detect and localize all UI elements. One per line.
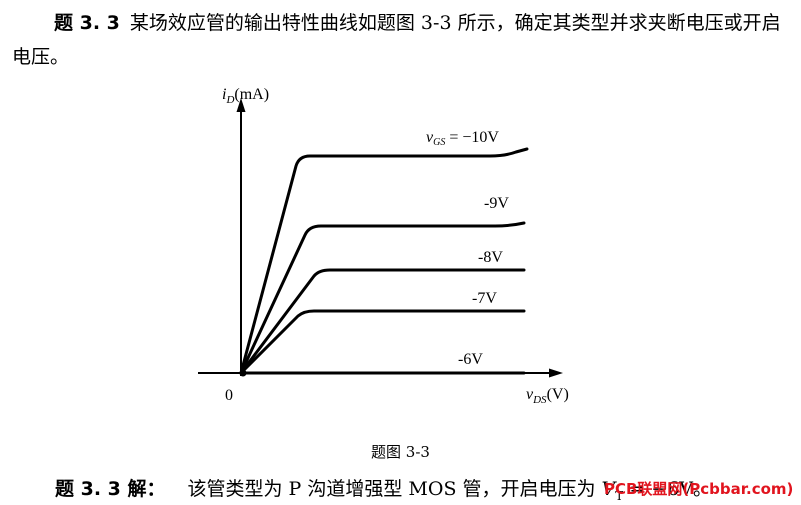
figure-caption: 题图 3-3 [371,443,430,461]
curve-vgs-minus-8 [239,268,526,375]
problem-statement: 题 3. 3 某场效应管的输出特性曲线如题图 3-3 所示，确定其类型并求夹断电压… [12,6,792,74]
x-axis-arrow [549,368,563,378]
problem-text: 某场效应管的输出特性曲线如题图 3-3 所示，确定其类型并求夹断电压或开启电压。 [12,12,781,68]
y-axis-arrow [236,98,246,112]
label-vgs-minus-9: -9V [484,195,509,212]
answer-text: 该管类型为 P 沟道增强型 MOS 管，开启电压为 [187,478,602,500]
answer-label: 题 3. 3 解： [55,478,166,500]
answer-value: = −6V。 [623,478,713,500]
label-vgs-minus-8: -8V [478,249,503,266]
y-axis-label: iD(mA) [222,86,269,106]
answer-statement: 题 3. 3 解： 该管类型为 P 沟道增强型 MOS 管，开启电压为 VT = … [55,474,712,503]
curve-vgs-minus-10 [239,147,529,375]
origin-label: 0 [225,387,233,404]
problem-label: 题 3. 3 [54,12,120,34]
watermark-text: PCB联盟网(Pcbbar.com) [604,480,794,498]
label-vgs-minus-6: -6V [458,351,483,368]
answer-symbol-sub: T [615,488,624,503]
curve-vgs-minus-7 [239,309,526,375]
x-axis-label: vDS(V) [526,386,569,406]
label-vgs-minus-7: -7V [472,290,497,307]
answer-symbol: V [601,478,616,500]
curve-vgs-minus-9 [239,221,526,375]
label-vgs-minus-10: vGS = −10V [426,129,499,148]
origin-dot [239,369,247,377]
